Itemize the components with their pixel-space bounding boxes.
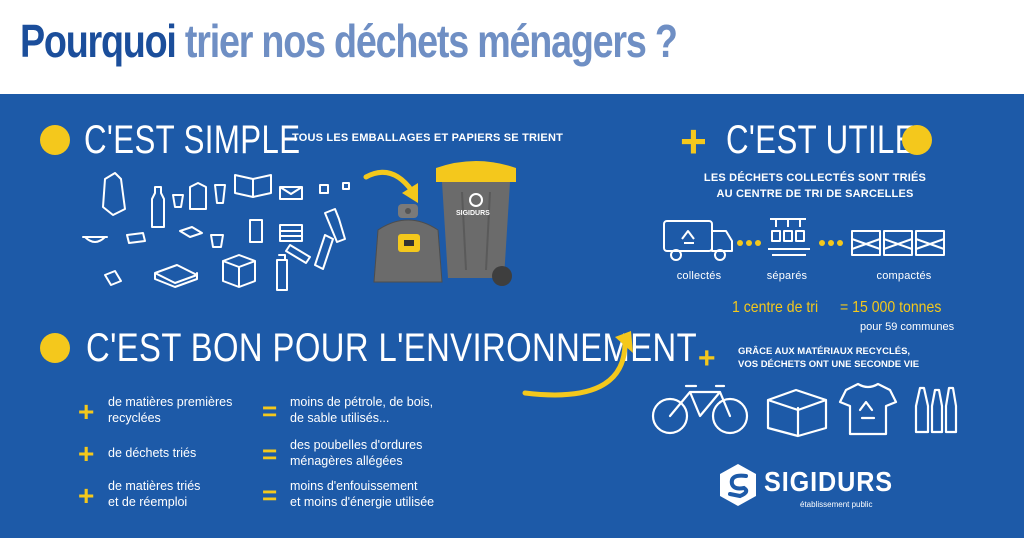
cardboard-box-icon — [222, 254, 256, 288]
envelope-icon — [279, 186, 303, 200]
row1-left-line1: de matières premières — [108, 395, 233, 409]
process-icons — [663, 218, 945, 261]
stat-left: 1 centre de tri — [732, 299, 819, 316]
dots-1-icon — [737, 240, 761, 246]
sigidurs-logo-mark — [720, 464, 756, 506]
bottles-icon — [914, 386, 958, 434]
equals-icon-row1: = — [262, 396, 278, 426]
truck-icon — [663, 220, 733, 261]
row2-right-line2: ménagères allégées — [290, 454, 403, 468]
row2-left-line1: de déchets triés — [108, 446, 197, 460]
recycle-line2: VOS DÉCHETS ONT UNE SECONDE VIE — [738, 359, 920, 370]
simple-caption: TOUS LES EMBALLAGES ET PAPIERS SE TRIENT — [292, 132, 564, 144]
plus-icon-row3: + — [78, 480, 95, 511]
milk-carton-icon — [189, 182, 207, 210]
plus-icon-row2: + — [78, 438, 95, 469]
aerosol-icon — [314, 234, 334, 270]
row3-right: moins d'enfouissement et moins d'énergie… — [290, 478, 434, 510]
plus-icon-recycle: + — [698, 342, 716, 375]
bottle-lying-icon — [285, 244, 311, 264]
stat-right: = 15 000 tonnes — [840, 299, 942, 316]
plus-icon-row1: + — [78, 396, 95, 427]
row3-left: de matières triés et de réemploi — [108, 478, 200, 510]
return-arrow-icon — [522, 331, 633, 398]
spray-icon — [276, 254, 288, 291]
bicycle-icon — [651, 384, 749, 435]
detergent-bottle-icon — [102, 172, 126, 216]
row2-right: des poubelles d'ordures ménagères allégé… — [290, 437, 422, 469]
ticket-icon — [104, 270, 122, 286]
can-icon — [249, 219, 263, 243]
tray-icon — [179, 226, 203, 238]
page-title: Pourquoi trier nos déchets ménagers ? — [20, 14, 678, 68]
box-icon — [766, 388, 828, 438]
bullet-dot-simple — [40, 125, 70, 155]
dots-2-icon — [819, 240, 843, 246]
row1-left-line2: recyclées — [108, 411, 161, 425]
row1-right-line1: moins de pétrole, de bois, — [290, 395, 434, 409]
curved-arrow-icon — [363, 169, 418, 203]
plus-icon-utile: + — [680, 115, 707, 167]
bullet-dot-utile — [902, 125, 932, 155]
stat-sub: pour 59 communes — [860, 321, 955, 333]
bales-icon — [851, 230, 945, 256]
pizza-box-icon — [154, 264, 198, 288]
bullet-dot-environment — [40, 333, 70, 363]
title-part2: trier nos déchets ménagers ? — [184, 15, 678, 67]
second-life-icons — [651, 382, 958, 438]
title-part1: Pourquoi — [20, 15, 177, 67]
header: Pourquoi trier nos déchets ménagers ? — [0, 0, 1024, 94]
can-small-icon — [319, 184, 329, 194]
bowl-icon — [82, 236, 108, 243]
yogurt-icon — [172, 194, 184, 208]
equals-icon-row3: = — [262, 480, 278, 510]
newspaper-icon — [234, 174, 272, 198]
step-collectes: collectés — [676, 270, 722, 282]
row2-left: de déchets triés — [108, 445, 196, 461]
logo-subtitle: établissement public — [800, 500, 873, 509]
equals-icon-row2: = — [262, 439, 278, 469]
step-separes: séparés — [766, 270, 808, 282]
utile-caption-line2: AU CENTRE DE TRI DE SARCELLES — [716, 188, 914, 200]
recycle-line1: GRÂCE AUX MATÉRIAUX RECYCLÉS, — [738, 346, 911, 357]
logo-name: SIGIDURS — [764, 466, 894, 497]
row2-right-line1: des poubelles d'ordures — [290, 438, 423, 452]
cup2-icon — [210, 234, 224, 248]
step-compactes: compactés — [876, 270, 932, 282]
row3-right-line1: moins d'enfouissement — [290, 479, 418, 493]
sorting-machine-icon — [768, 218, 810, 256]
water-bottle-icon — [151, 186, 165, 228]
row3-right-line2: et moins d'énergie utilisée — [290, 495, 435, 509]
paper-stack-icon — [279, 224, 303, 242]
utile-caption-line1: LES DÉCHETS COLLECTÉS SONT TRIÉS — [703, 172, 927, 184]
lid-icon — [126, 232, 146, 244]
can-tilted-icon — [324, 208, 346, 243]
heading-simple: C'EST SIMPLE — [84, 118, 301, 162]
heading-utile: C'EST UTILE — [726, 118, 916, 162]
cap-icon — [342, 182, 350, 190]
heading-environment: C'EST BON POUR L'ENVIRONNEMENT — [86, 326, 698, 370]
bin-brand-label: SIGIDURS — [456, 210, 490, 217]
glass-collector-icon — [373, 204, 443, 283]
row1-right-line2: de sable utilisés... — [290, 411, 390, 425]
cup-icon — [214, 184, 226, 204]
wheelie-bin-icon — [436, 161, 516, 286]
tshirt-icon — [838, 382, 898, 436]
row3-left-line1: de matières triés — [108, 479, 201, 493]
packaging-icons — [82, 172, 350, 291]
row1-right: moins de pétrole, de bois, de sable util… — [290, 394, 433, 426]
row1-left: de matières premières recyclées — [108, 394, 232, 426]
row3-left-line2: et de réemploi — [108, 495, 188, 509]
